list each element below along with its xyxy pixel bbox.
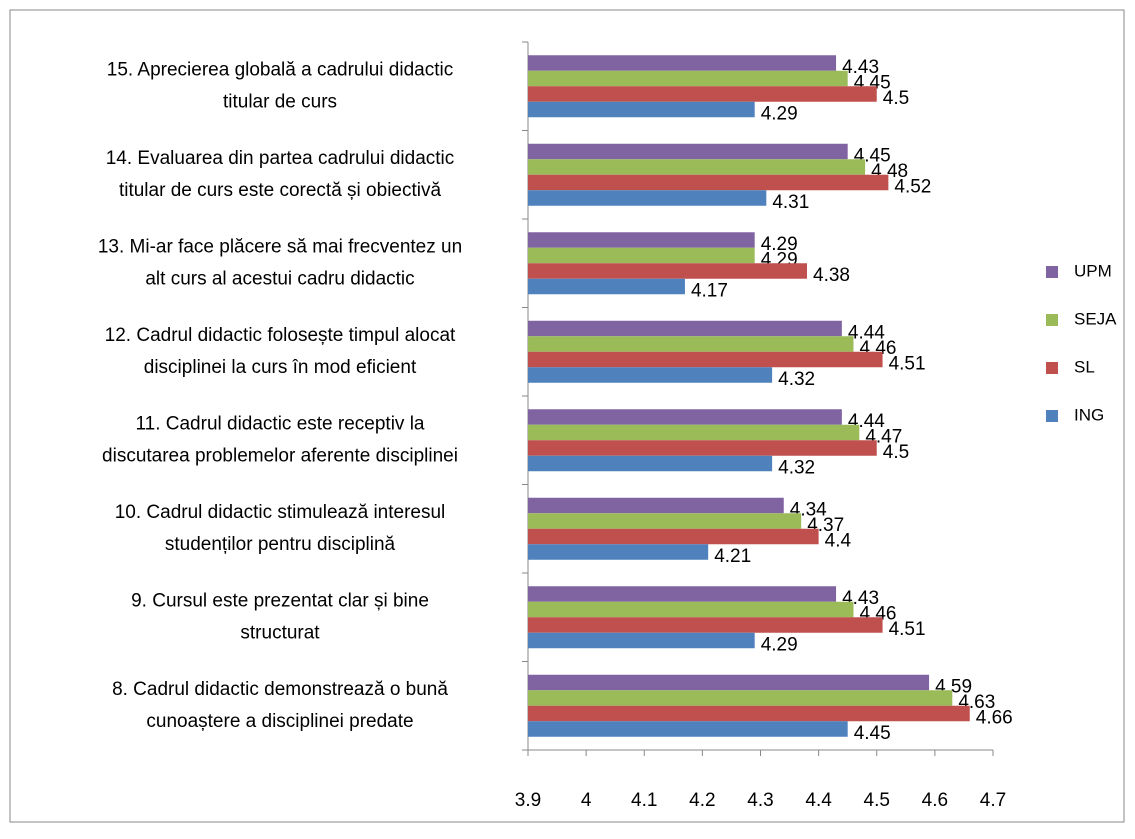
bar <box>528 617 883 633</box>
data-label: 4.29 <box>761 635 798 656</box>
x-tick-label: 4.4 <box>805 790 832 811</box>
x-tick-label: 4.7 <box>980 790 1006 811</box>
x-tick-label: 4 <box>581 790 592 811</box>
data-label: 4.43 <box>842 57 879 78</box>
category-label: 11. Cadrul didactic este receptiv la disc… <box>102 413 458 466</box>
bar <box>528 409 842 425</box>
bar <box>528 544 709 560</box>
bar <box>528 632 755 649</box>
bar <box>528 263 807 279</box>
data-label: 4.5 <box>883 442 909 463</box>
bar <box>528 336 854 352</box>
legend-swatch <box>1046 266 1058 278</box>
bar <box>528 232 755 248</box>
bar <box>528 174 889 191</box>
bar <box>528 705 970 722</box>
legend-swatch <box>1046 314 1058 326</box>
data-label: 4.21 <box>714 546 751 567</box>
bar <box>528 528 819 545</box>
legend-label: ING <box>1074 405 1104 424</box>
bar <box>528 440 877 456</box>
legend-label: SEJA <box>1074 309 1117 328</box>
data-label: 4.31 <box>772 192 809 213</box>
bar <box>528 55 837 71</box>
data-label: 4.45 <box>854 723 891 744</box>
x-tick-label: 4.2 <box>689 790 715 811</box>
bar <box>528 455 773 472</box>
bar <box>528 320 842 337</box>
data-label: 4.29 <box>761 104 798 125</box>
bar <box>528 586 837 602</box>
x-tick-label: 4.3 <box>747 790 773 811</box>
bar <box>528 721 848 737</box>
bar <box>528 497 784 514</box>
data-label: 4.38 <box>813 265 850 286</box>
bar <box>528 159 866 175</box>
data-label: 4.51 <box>889 354 926 375</box>
bar <box>528 86 877 102</box>
bar <box>528 351 883 368</box>
bar <box>528 190 767 206</box>
bar <box>528 690 953 706</box>
data-label: 4.51 <box>889 619 926 640</box>
bar <box>528 367 773 383</box>
x-tick-label: 4.6 <box>922 790 948 811</box>
x-tick-label: 4.5 <box>864 790 890 811</box>
bar <box>528 601 854 618</box>
data-label: 4.44 <box>848 323 885 344</box>
bar <box>528 513 802 529</box>
legend-label: UPM <box>1074 261 1112 280</box>
data-label: 4.66 <box>976 708 1013 729</box>
data-label: 4.5 <box>883 88 909 109</box>
category-label: 14. Evaluarea din partea cadrului didact… <box>106 148 455 201</box>
legend-swatch <box>1046 410 1058 422</box>
category-label: 9. Cursul este prezentat clar și bine str… <box>131 590 429 643</box>
category-label: 15. Aprecierea globală a cadrului didact… <box>107 59 453 112</box>
bar <box>528 278 685 295</box>
category-label: 12. Cadrul didactic folosește timpul alo… <box>105 325 456 378</box>
bar <box>528 143 848 160</box>
legend-label: SL <box>1074 357 1095 376</box>
data-label: 4.17 <box>691 281 728 302</box>
bar <box>528 101 755 118</box>
bar <box>528 70 848 87</box>
bar <box>528 674 930 691</box>
category-label: 8. Cadrul didactic demonstrează o bună cu… <box>112 679 448 732</box>
data-label: 4.29 <box>761 234 798 255</box>
legend-swatch <box>1046 362 1058 374</box>
x-tick-label: 3.9 <box>515 790 541 811</box>
bar <box>528 424 860 441</box>
category-label: 13. Mi-ar face plăcere să mai frecventez… <box>98 236 462 289</box>
data-label: 4.32 <box>778 458 815 479</box>
category-label: 10. Cadrul didactic stimulează interesul… <box>115 502 446 555</box>
bar <box>528 247 755 264</box>
data-label: 4.4 <box>825 531 852 552</box>
x-tick-label: 4.1 <box>631 790 657 811</box>
data-label: 4.32 <box>778 369 815 390</box>
data-label: 4.52 <box>894 177 931 198</box>
